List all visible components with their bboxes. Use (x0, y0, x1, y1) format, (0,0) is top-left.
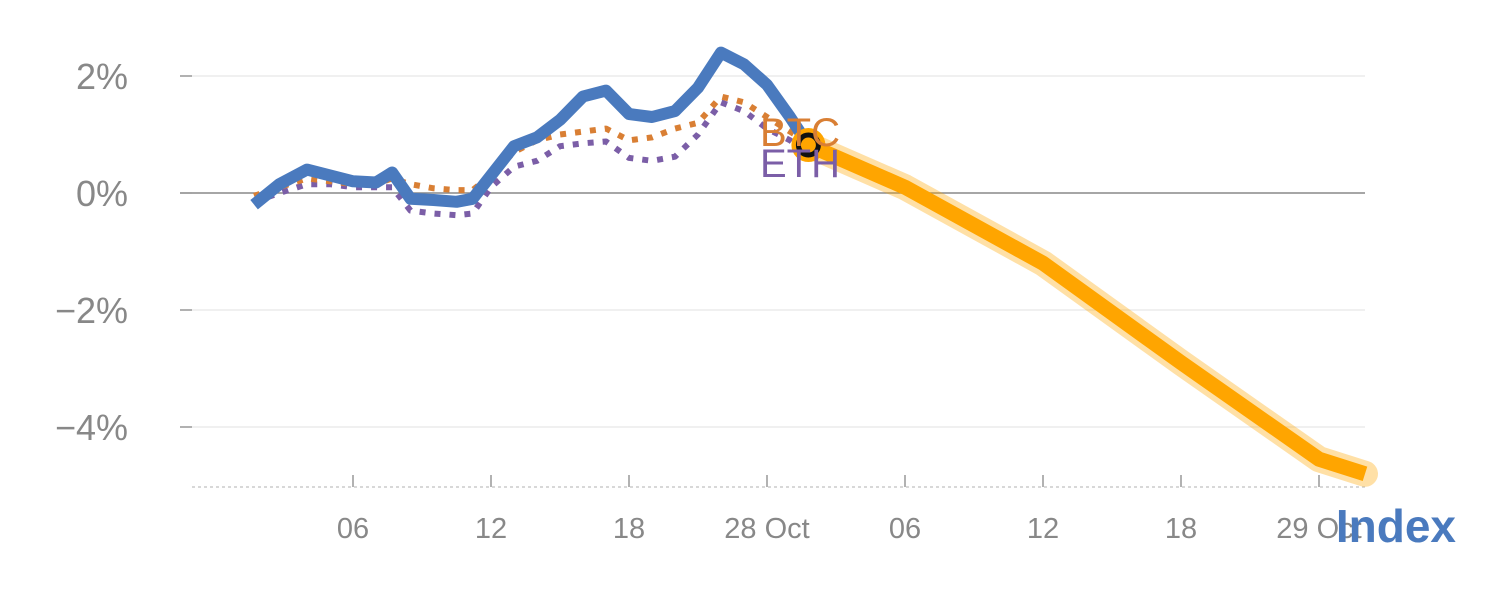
x-tick-label: 12 (1027, 513, 1059, 545)
y-tick-label: 2% (76, 56, 128, 97)
y-tick-label: −2% (55, 290, 128, 331)
series-lines (250, 46, 1378, 487)
btc-series-label: BTC (760, 111, 840, 155)
forecast-line (805, 138, 1368, 481)
y-tick-label: −4% (55, 407, 128, 448)
x-tick-label: 06 (337, 513, 369, 545)
axes: 2% 0% −2% −4% 06 12 18 28 Oct 06 12 18 29 Oct (55, 56, 1365, 545)
x-tick-label: 29 Oct (1276, 513, 1361, 545)
x-tick-label: 12 (475, 513, 507, 545)
grid (180, 75, 1365, 428)
eth-series-line (253, 99, 811, 219)
index-label: Index (1336, 500, 1457, 552)
x-tick-label: 06 (889, 513, 921, 545)
y-tick-label: 0% (76, 173, 128, 214)
x-tick-label: 18 (1165, 513, 1197, 545)
index-series-line (250, 46, 814, 210)
x-tick-label: 28 Oct (724, 513, 809, 545)
eth-series-label: ETH (760, 142, 840, 186)
x-tick-label: 18 (613, 513, 645, 545)
end-marker-ring (795, 132, 821, 158)
